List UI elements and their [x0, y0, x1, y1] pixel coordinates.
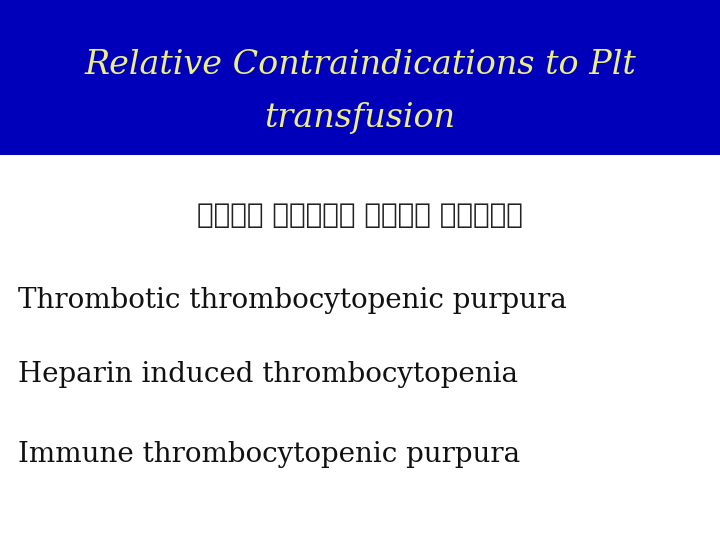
Text: רצוי להמנע מלתת טסיות: רצוי להמנע מלתת טסיות — [197, 201, 523, 228]
Text: Heparin induced thrombocytopenia: Heparin induced thrombocytopenia — [18, 361, 518, 388]
Text: Relative Contraindications to Plt: Relative Contraindications to Plt — [84, 49, 636, 81]
Bar — [0, 0, 720, 155]
Text: transfusion: transfusion — [264, 102, 456, 134]
Text: Immune thrombocytopenic purpura: Immune thrombocytopenic purpura — [18, 442, 520, 469]
Text: Thrombotic thrombocytopenic purpura: Thrombotic thrombocytopenic purpura — [18, 287, 567, 314]
